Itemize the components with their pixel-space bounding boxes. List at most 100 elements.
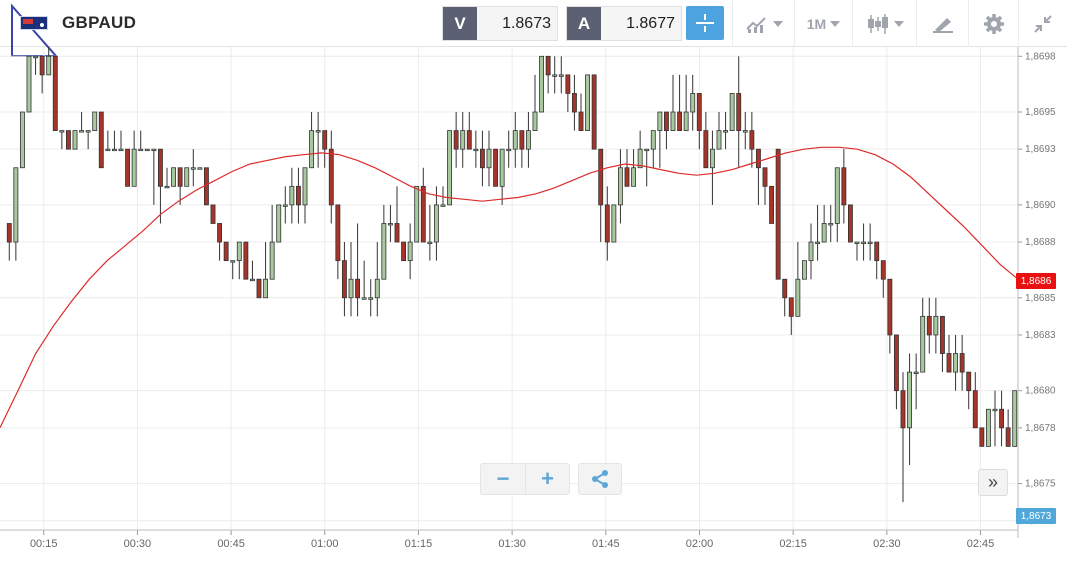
collapse-icon xyxy=(1034,14,1052,33)
candle-body xyxy=(190,167,196,170)
candle-body xyxy=(788,297,794,317)
candle-body xyxy=(289,185,295,206)
candle-body xyxy=(256,278,262,299)
scroll-to-latest-button[interactable]: » xyxy=(978,469,1008,496)
bid-tag: V xyxy=(443,7,477,40)
candle-body xyxy=(460,130,466,150)
ask-tag: A xyxy=(567,7,601,40)
candle-body xyxy=(118,148,124,152)
x-tick-label: 02:45 xyxy=(967,538,995,550)
zoom-out-button[interactable]: − xyxy=(496,466,510,491)
candle-body xyxy=(414,185,420,243)
candle-body xyxy=(217,223,223,243)
candle-body xyxy=(433,204,439,243)
chart-area[interactable]: 1,8698 1,8695 1,8693 1,8690 1,8688 1,8685 1,86… xyxy=(0,37,1067,564)
ask-price-box[interactable]: A 1.8677 xyxy=(566,6,682,41)
y-axis: 1,8698 1,8695 1,8693 1,8690 1,8688 1,8685 1,86… xyxy=(1017,47,1056,538)
candle-body xyxy=(361,297,367,300)
candle-body xyxy=(920,315,926,373)
candle-body xyxy=(453,130,459,150)
crosshair-button[interactable] xyxy=(686,6,724,40)
candle-body xyxy=(479,148,485,169)
flag-icon xyxy=(20,16,48,30)
candle-body xyxy=(907,371,913,429)
candle-body xyxy=(519,130,525,150)
draw-tools-button[interactable] xyxy=(916,0,968,47)
symbol-label: GBPAUD xyxy=(62,13,137,32)
chevron-down-icon xyxy=(772,20,783,27)
settings-button[interactable] xyxy=(968,0,1018,47)
candle-body xyxy=(59,130,65,133)
candle-body xyxy=(263,278,269,299)
candle-body xyxy=(795,278,801,317)
y-tick-label: 1,8683 xyxy=(1025,330,1056,341)
candle-body xyxy=(578,111,584,131)
y-tick-label: 1,8685 xyxy=(1025,293,1056,304)
x-tick-label: 01:30 xyxy=(498,538,526,550)
candlestick-chart[interactable]: 1,8698 1,8695 1,8693 1,8690 1,8688 1,8685 1,86… xyxy=(0,37,1067,564)
x-tick-label: 02:30 xyxy=(873,538,901,550)
zoom-in-button[interactable]: + xyxy=(525,464,569,494)
candle-body xyxy=(46,55,52,76)
x-tick-label: 02:00 xyxy=(686,538,714,550)
chevron-down-icon xyxy=(830,20,841,27)
share-icon xyxy=(592,470,608,488)
collapse-button[interactable] xyxy=(1018,0,1067,47)
candle-body xyxy=(92,111,98,131)
candle-body xyxy=(709,148,715,169)
bid-price-box[interactable]: V 1.8673 xyxy=(442,6,558,41)
candle-body xyxy=(887,278,893,336)
y-tick-label: 1,8695 xyxy=(1025,107,1056,118)
candle-body xyxy=(374,278,380,299)
chart-type-icon xyxy=(745,16,766,33)
candle-body xyxy=(315,130,321,133)
candle-body xyxy=(959,353,965,373)
candle-body xyxy=(355,278,361,299)
candle-body xyxy=(617,167,623,206)
candle-body xyxy=(381,223,387,280)
y-tick-label: 1,8693 xyxy=(1025,144,1056,155)
candle-body xyxy=(1012,390,1018,447)
moving-average xyxy=(0,146,1019,429)
x-tick-label: 00:30 xyxy=(124,538,152,550)
candle-body xyxy=(539,55,545,113)
candle-body xyxy=(847,204,853,243)
chart-type-button[interactable] xyxy=(732,0,794,47)
candle-body xyxy=(203,167,209,206)
candle-body xyxy=(808,241,814,262)
x-tick-label: 01:15 xyxy=(405,538,433,550)
candle-body xyxy=(401,241,407,262)
candle-body xyxy=(223,241,229,262)
candle-body xyxy=(880,260,886,280)
candle-body xyxy=(571,93,577,113)
candle-body xyxy=(420,185,426,243)
candle-body xyxy=(716,130,722,150)
candle-body xyxy=(525,130,531,150)
candle-body xyxy=(138,148,144,152)
candle-body xyxy=(33,55,39,59)
y-tick-label: 1,8680 xyxy=(1025,386,1056,397)
candle-body xyxy=(828,223,834,226)
timeframe-button[interactable]: 1M xyxy=(794,0,852,47)
share-button[interactable] xyxy=(578,463,622,495)
candle-body xyxy=(506,148,512,152)
candle-body xyxy=(105,148,111,152)
candle-body xyxy=(631,167,637,187)
candlestick-type-button[interactable] xyxy=(852,0,916,47)
candle-body xyxy=(723,130,729,133)
candle-body xyxy=(309,130,315,169)
x-tick-label: 00:15 xyxy=(30,538,58,550)
candle-body xyxy=(177,167,183,187)
candle-body xyxy=(939,315,945,354)
candle-body xyxy=(999,408,1005,429)
x-tick-label: 02:15 xyxy=(779,538,807,550)
candle-body xyxy=(755,148,761,169)
candle-body xyxy=(249,278,255,282)
candle-body xyxy=(782,278,788,299)
x-tick-label: 01:45 xyxy=(592,538,620,550)
ma-price-tag: 1,8686 xyxy=(1016,273,1056,289)
candle-body xyxy=(493,148,499,187)
candle-body xyxy=(269,241,275,280)
candle-body xyxy=(197,167,203,170)
